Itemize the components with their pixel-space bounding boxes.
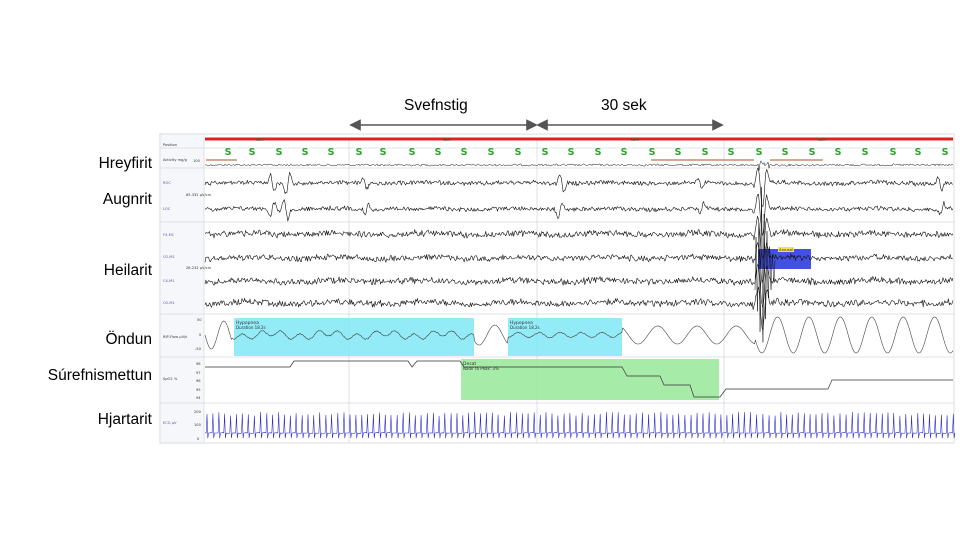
stage-bar-label-2: REM	[631, 138, 639, 142]
eeg-f4-trace	[204, 215, 954, 259]
arousal-artifact	[754, 186, 776, 343]
spo2-tick-97: 97	[196, 371, 201, 375]
channel-label-hjartarit: Hjartarit	[97, 411, 152, 428]
duration-label: 30 sek	[601, 97, 647, 114]
eeg-o2-trace-2	[204, 286, 954, 331]
stage-symbol-13: S	[568, 147, 575, 158]
eeg-o2-label-2: O2-M1	[163, 301, 175, 305]
channel-separators	[160, 147, 954, 404]
channel-label-surefnismettun: Súrefnismettun	[47, 367, 152, 384]
arousal-event	[758, 249, 811, 269]
channel-label-augnrit: Augnrit	[102, 191, 152, 208]
activity-trace	[204, 160, 954, 172]
stage-symbol-1: S	[249, 147, 256, 158]
flow-tick-bot: -50	[195, 347, 202, 351]
stage-bar-label-0: REM	[256, 138, 264, 142]
arousal-tag	[778, 247, 794, 252]
stage-symbol-26: S	[915, 147, 922, 158]
stage-symbol-18: S	[702, 147, 709, 158]
spo2-tick-98: 98	[196, 362, 201, 366]
stage-symbol-2: S	[276, 147, 283, 158]
stage-symbol-0: S	[225, 147, 232, 158]
stage-symbol-9: S	[461, 147, 468, 158]
flow-trace	[204, 316, 954, 354]
channel-label-heilarit: Heilarit	[103, 262, 152, 279]
flow-tick-mid: 0	[199, 333, 202, 337]
eeg-c4-label: C4-M1	[163, 279, 174, 283]
position-label: Position	[163, 143, 177, 147]
eog-roc-label: ROC	[163, 181, 171, 185]
stage-bar-fill	[205, 137, 953, 141]
stage-symbol-19: S	[728, 147, 735, 158]
hypopnea-title-1: Hypopnea	[236, 320, 259, 326]
stage-bar-label-1: REM	[443, 138, 451, 142]
stage-symbol-11: S	[515, 147, 522, 158]
stage-symbol-15: S	[621, 147, 628, 158]
ecg-trace	[204, 411, 956, 439]
desat-detail: Nadir to Peak: 3%	[463, 366, 499, 371]
ecg-label: ECG µV	[163, 421, 177, 425]
stage-symbol-12: S	[542, 147, 549, 158]
eog-loc-trace	[204, 193, 954, 236]
stage-symbol-25: S	[890, 147, 897, 158]
hypopnea-detail-2: Duration 18.2s	[510, 325, 540, 330]
arousal-title: Arousal	[779, 247, 793, 252]
hypopnea-title-2: Hypopnea	[510, 320, 533, 326]
eeg-o2-trace-1	[204, 242, 953, 284]
epoch-label: Svefnstig	[404, 97, 468, 114]
stage-symbol-23: S	[835, 147, 842, 158]
epoch-arrow	[349, 119, 538, 131]
stage-bar-label-3: REM	[818, 138, 826, 142]
activity-label: Activity mg/g	[163, 158, 187, 162]
flow-label: RIP-Flow µV/k	[163, 335, 188, 339]
stage-symbol-14: S	[595, 147, 602, 158]
stage-symbol-16: S	[649, 147, 656, 158]
flow-tick-top: 50	[197, 318, 202, 322]
stage-symbol-8: S	[435, 147, 442, 158]
channel-label-column: Position Activity mg/g 100 ROC LOC 65.33…	[163, 143, 212, 441]
eeg-o2-label-1: O2-M1	[163, 255, 175, 259]
activity-value: 100	[193, 159, 201, 163]
eog-scale: 65.332 µV/cm	[186, 193, 212, 197]
hypopnea-event-1	[234, 318, 474, 356]
stage-symbol-6: S	[380, 147, 387, 158]
stage-symbol-20: S	[756, 147, 763, 158]
ecg-tick-mid: 100	[194, 423, 202, 427]
eog-roc-trace	[204, 168, 954, 207]
ecg-tick-bot: 0	[197, 437, 200, 441]
eog-loc-label: LOC	[163, 207, 171, 211]
spo2-label: SpO2 %	[163, 377, 178, 381]
stage-symbol-3: S	[302, 147, 309, 158]
stage-symbol-24: S	[862, 147, 869, 158]
stage-symbol-21: S	[782, 147, 789, 158]
stage-symbol-27: S	[942, 147, 949, 158]
channel-label-ondun: Öndun	[105, 331, 152, 348]
duration-arrow	[536, 119, 724, 131]
signal-traces	[204, 160, 956, 439]
spo2-tick-95: 95	[196, 388, 201, 392]
stage-symbol-22: S	[809, 147, 816, 158]
stage-symbol-7: S	[409, 147, 416, 158]
spo2-tick-94: 94	[196, 396, 201, 400]
hypopnea-detail-1: Duration 18.2s	[236, 325, 266, 330]
eeg-c4-trace	[204, 264, 954, 308]
spo2-tick-96: 96	[196, 379, 201, 383]
eeg-scale: 28.232 µV/cm	[186, 266, 212, 270]
ecg-tick-top: 200	[194, 410, 202, 414]
stage-symbol-5: S	[356, 147, 363, 158]
label-column	[159, 133, 205, 444]
spo2-trace	[205, 360, 953, 398]
stage-symbol-10: S	[488, 147, 495, 158]
stage-symbol-4: S	[328, 147, 335, 158]
stage-symbol-17: S	[675, 147, 682, 158]
eeg-f4-label: F4-M1	[163, 233, 174, 237]
channel-label-hreyfirit: Hreyfirit	[98, 155, 152, 172]
desat-title: Desat	[463, 361, 476, 367]
desat-event	[461, 359, 719, 400]
sleep-stage-bar: REM REM REM REM	[205, 137, 953, 142]
